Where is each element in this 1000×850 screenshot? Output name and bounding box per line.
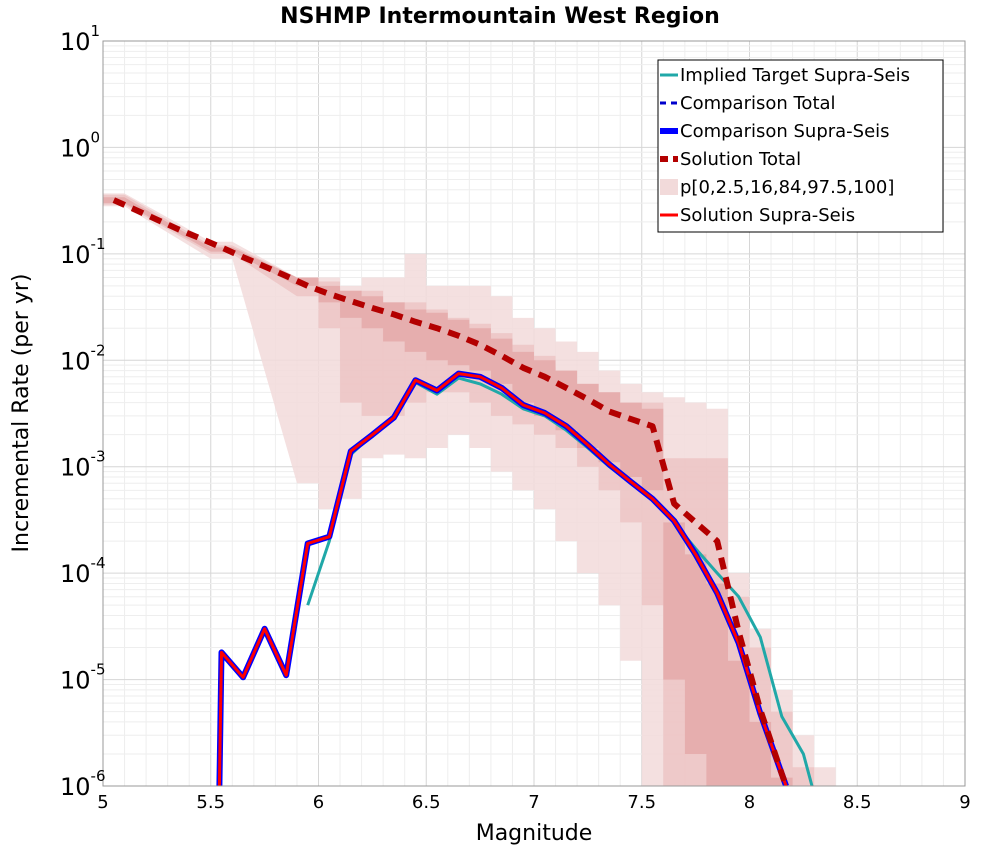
x-tick-label: 7	[528, 792, 539, 813]
band-p0-100	[103, 193, 836, 786]
x-tick-label: 8.5	[843, 792, 872, 813]
y-axis-label: Incremental Rate (per yr)	[9, 274, 34, 553]
legend-label: p[0,2.5,16,84,97.5,100]	[680, 177, 894, 198]
y-tick-label: 10-2	[60, 341, 106, 375]
x-tick-label: 9	[959, 792, 970, 813]
x-tick-label: 6	[313, 792, 324, 813]
x-tick-label: 8	[744, 792, 755, 813]
legend-label: Implied Target Supra-Seis	[680, 65, 910, 86]
plot-frame	[102, 40, 966, 787]
y-tick-label: 10-1	[60, 235, 106, 269]
y-tick-label: 100	[60, 128, 100, 162]
legend-swatch	[660, 179, 678, 195]
y-axis-ticks: 10-6 10-5 10-4 10-3 10-2 10-1 100 101	[60, 22, 106, 801]
x-tick-label: 5.5	[196, 792, 225, 813]
legend-label: Solution Total	[680, 149, 801, 170]
chart-title: NSHMP Intermountain West Region	[280, 4, 720, 29]
y-tick-label: 10-5	[60, 661, 106, 695]
y-tick: 10-6	[60, 767, 106, 801]
y-tick-label: 101	[60, 22, 100, 56]
x-axis-label: Magnitude	[476, 821, 593, 846]
series-solution-supra-seis	[217, 372, 788, 786]
x-tick-label: 5	[97, 792, 108, 813]
legend-label: Comparison Supra-Seis	[680, 121, 890, 142]
y-tick: 10-3	[60, 448, 106, 482]
x-tick-label: 7.5	[627, 792, 656, 813]
y-tick: 10-5	[60, 661, 106, 695]
y-tick: 10-4	[60, 554, 106, 588]
band-p16-84	[103, 197, 793, 786]
legend: Implied Target Supra-Seis Comparison Tota…	[657, 59, 944, 233]
x-tick-label: 6.5	[412, 792, 441, 813]
series-solution-total	[112, 197, 789, 786]
percentile-bands	[103, 193, 836, 786]
y-tick: 10-2	[60, 341, 106, 375]
legend-label: Solution Supra-Seis	[680, 205, 855, 226]
y-tick-label: 10-3	[60, 448, 106, 482]
x-axis-ticks: 5 5.5 6 6.5 7 7.5 8 8.5 9	[97, 792, 970, 813]
y-tick-label: 10-6	[60, 767, 106, 801]
y-tick: 101	[60, 22, 100, 56]
series-lines	[112, 197, 814, 786]
y-tick-label: 10-4	[60, 554, 106, 588]
legend-label: Comparison Total	[680, 93, 836, 114]
y-tick: 100	[60, 128, 100, 162]
legend-box	[657, 59, 944, 233]
y-tick: 10-1	[60, 235, 106, 269]
